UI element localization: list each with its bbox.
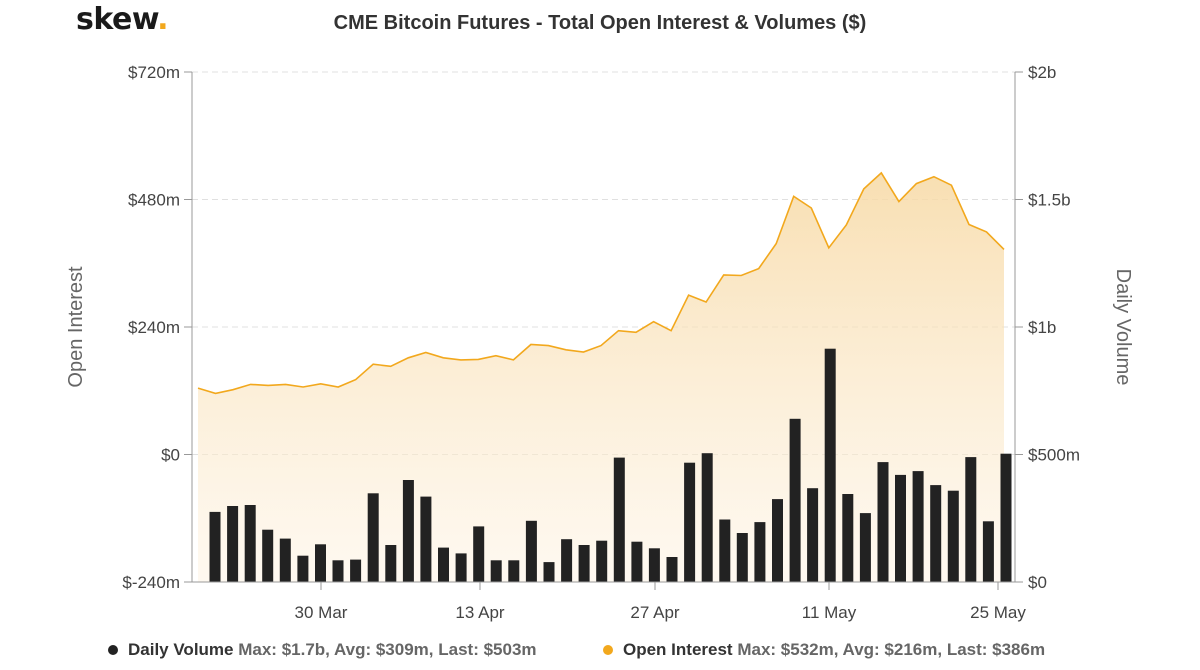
legend-oi-max: Max: $532m, xyxy=(737,640,839,659)
volume-bar xyxy=(824,348,836,582)
volume-bar xyxy=(613,457,625,582)
y-right-tick-label: $2b xyxy=(1028,63,1056,82)
chart-title: CME Bitcoin Futures - Total Open Interes… xyxy=(333,12,867,34)
volume-bar xyxy=(648,548,660,582)
y-left-tick-label: $720m xyxy=(128,63,180,82)
volume-bar xyxy=(420,496,432,582)
volume-bar xyxy=(455,553,467,582)
brand-logo: skew. xyxy=(76,2,169,37)
volume-bar xyxy=(736,533,748,582)
legend-volume-last: Last: $503m xyxy=(438,640,537,659)
y-right-tick-label: $1.5b xyxy=(1028,191,1071,210)
volume-bar xyxy=(982,521,994,582)
legend-volume-avg: Avg: $309m, xyxy=(333,640,434,659)
x-tick-label: 25 May xyxy=(970,603,1026,622)
volume-bar xyxy=(842,494,854,582)
volume-bar xyxy=(1000,453,1012,582)
x-tick-label: 13 Apr xyxy=(455,603,504,622)
volume-bar xyxy=(543,562,555,582)
volume-bar xyxy=(297,555,309,582)
brand-name: skew xyxy=(76,2,158,37)
x-tick-label: 30 Mar xyxy=(295,603,348,622)
legend-oi-last: Last: $386m xyxy=(946,640,1046,659)
legend-item-open-interest[interactable]: Open Interest Max: $532m, Avg: $216m, La… xyxy=(603,640,1045,660)
legend-item-daily-volume[interactable]: Daily Volume Max: $1.7b, Avg: $309m, Las… xyxy=(108,640,537,660)
volume-bar xyxy=(772,499,783,582)
volume-bar xyxy=(315,544,326,582)
y-right-tick-label: $0 xyxy=(1028,573,1047,592)
y-left-tick-label: $240m xyxy=(128,318,180,337)
volume-bar xyxy=(631,541,643,582)
volume-bar xyxy=(473,526,485,582)
x-tick-label: 11 May xyxy=(802,603,857,622)
volume-bar xyxy=(561,539,573,582)
volume-bar xyxy=(525,520,537,582)
legend-symbol-open-interest xyxy=(603,644,613,655)
x-tick-label: 27 Apr xyxy=(630,603,679,622)
volume-bar xyxy=(578,545,590,582)
volume-bar xyxy=(490,560,502,582)
volume-bar xyxy=(666,557,678,582)
volume-bar xyxy=(684,462,696,582)
open-interest-area xyxy=(198,172,1004,582)
volume-bar xyxy=(701,453,713,582)
legend-name-open-interest: Open Interest xyxy=(623,640,733,659)
volume-bar xyxy=(438,547,449,582)
volume-bar xyxy=(895,474,906,582)
volume-bar xyxy=(367,493,379,582)
legend-symbol-daily-volume xyxy=(108,644,118,655)
y-left-tick-label: $480m xyxy=(128,191,180,210)
volume-bar xyxy=(508,560,520,582)
chart-canvas: $720m $480m $240m $0 $-240m $2b $1.5b $1b $500m $… xyxy=(65,63,1134,622)
volume-bar xyxy=(877,462,889,582)
y-axis-right-title: Daily Volume xyxy=(1112,269,1134,386)
legend-name-daily-volume: Daily Volume xyxy=(128,640,234,659)
y-axis-left-title: Open Interest xyxy=(65,266,87,388)
volume-bar xyxy=(332,560,344,582)
volume-bar xyxy=(350,559,362,582)
volume-bar xyxy=(965,457,977,582)
volume-bar xyxy=(402,480,414,582)
y-left-tick-label: $-240m xyxy=(122,573,180,592)
volume-bar xyxy=(930,485,942,582)
volume-bar xyxy=(807,488,819,582)
volume-bar xyxy=(789,418,801,582)
volume-bar xyxy=(209,511,221,582)
volume-bar xyxy=(244,505,256,582)
y-right-tick-label: $1b xyxy=(1028,318,1056,337)
volume-bar xyxy=(754,522,766,582)
volume-bar xyxy=(912,471,924,582)
open-interest-line xyxy=(197,171,1005,395)
volume-bar xyxy=(596,540,608,582)
volume-bar xyxy=(947,490,959,582)
brand-dot: . xyxy=(157,2,169,37)
volume-bar xyxy=(262,529,274,582)
volume-bar xyxy=(227,506,239,582)
daily-volume-bars xyxy=(209,348,1012,582)
volume-bar xyxy=(385,545,397,582)
volume-bar xyxy=(859,513,871,582)
y-right-tick-label: $500m xyxy=(1028,446,1080,465)
volume-bar xyxy=(719,519,731,582)
y-left-tick-label: $0 xyxy=(161,446,180,465)
volume-bar xyxy=(279,538,291,582)
legend-volume-max: Max: $1.7b, xyxy=(238,640,330,659)
legend-oi-avg: Avg: $216m, xyxy=(842,640,943,659)
